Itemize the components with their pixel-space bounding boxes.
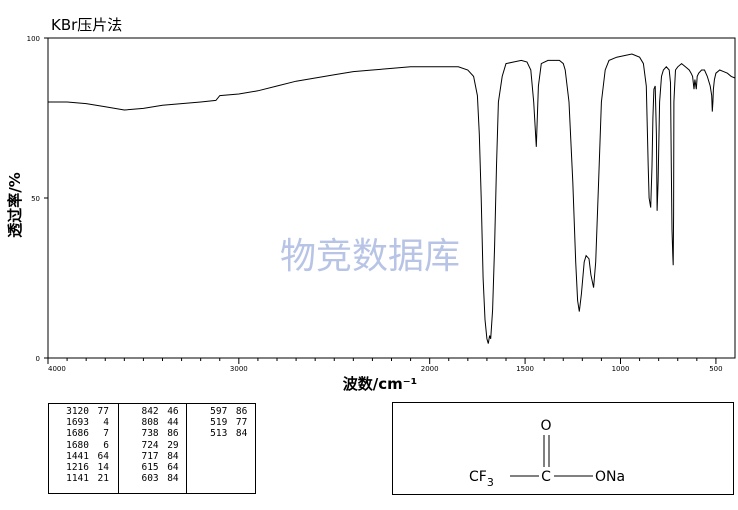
peak-transmittance: 86 <box>235 406 248 417</box>
peak-wavenumber: 808 <box>141 417 159 429</box>
peak-wavenumber: 3120 <box>66 406 89 417</box>
structure-box: O CF3 C ONa <box>392 402 734 495</box>
peak-table-row: 513 84 <box>195 428 255 439</box>
peak-table-row: 1680 6 <box>57 440 118 451</box>
peak-transmittance: 77 <box>97 406 109 417</box>
peak-wavenumber: 724 <box>141 439 159 451</box>
peak-table-row: 1441 64 <box>57 451 118 462</box>
peak-table-row: 1141 21 <box>57 473 118 484</box>
peak-table-row: 3120 77 <box>57 406 118 417</box>
peak-table-column: 3120 77 1693 4 1686 7 1680 6 1441 64 1216 14 1141 21 <box>49 404 118 493</box>
cf3-group: CF3 <box>469 469 494 489</box>
plot-frame <box>47 37 736 359</box>
peak-transmittance: 21 <box>97 473 109 485</box>
peak-wavenumber: 1693 <box>66 417 89 429</box>
peak-wavenumber: 1680 <box>66 439 89 451</box>
peak-transmittance: 14 <box>97 462 109 474</box>
peak-wavenumber: 1216 <box>66 462 89 474</box>
peak-transmittance: 46 <box>167 406 179 417</box>
peak-table-row: 738 86 <box>127 428 187 439</box>
peak-table: 3120 77 1693 4 1686 7 1680 6 1441 64 1216 14 1141 21 8… <box>48 403 256 494</box>
peak-table-row: 1693 4 <box>57 417 118 428</box>
peak-wavenumber: 1141 <box>66 473 89 485</box>
peak-wavenumber: 1441 <box>66 450 89 462</box>
x-tick-label: 1500 <box>516 365 534 373</box>
peak-transmittance: 84 <box>167 450 179 462</box>
x-axis-label: 波数/cm⁻¹ <box>343 375 418 393</box>
peak-transmittance: 86 <box>167 428 179 440</box>
x-tick-label: 500 <box>709 365 722 373</box>
peak-transmittance: 29 <box>167 439 179 451</box>
peak-wavenumber: 519 <box>210 417 228 429</box>
peak-wavenumber: 603 <box>141 473 159 485</box>
y-tick-label: 100 <box>27 35 40 43</box>
peak-transmittance: 84 <box>167 473 179 485</box>
peak-table-row: 615 64 <box>127 462 187 473</box>
method-label: KBr压片法 <box>51 16 123 34</box>
peak-wavenumber: 597 <box>210 406 228 417</box>
x-tick-label: 1000 <box>612 365 630 373</box>
peak-wavenumber: 1686 <box>66 428 89 440</box>
peak-transmittance: 44 <box>167 417 179 429</box>
peak-wavenumber: 842 <box>141 406 159 417</box>
peak-table-row: 1686 7 <box>57 428 118 439</box>
peak-transmittance: 64 <box>97 450 109 462</box>
x-tick-label: 3000 <box>230 365 248 373</box>
peak-table-row: 603 84 <box>127 473 187 484</box>
peak-wavenumber: 513 <box>210 428 228 440</box>
peak-transmittance: 77 <box>235 417 248 429</box>
y-tick-label: 50 <box>31 195 40 203</box>
x-tick-label: 2000 <box>421 365 439 373</box>
structure-diagram: O CF3 C ONa <box>469 418 625 489</box>
watermark: 物竞数据库 <box>280 236 460 277</box>
peak-table-row: 717 84 <box>127 451 187 462</box>
peak-table-row: 519 77 <box>195 417 255 428</box>
peak-transmittance: 4 <box>103 417 109 429</box>
peak-transmittance: 7 <box>103 428 109 440</box>
y-tick-label: 0 <box>36 355 40 363</box>
peak-transmittance: 64 <box>167 462 179 474</box>
carbonyl-oxygen: O <box>540 418 551 434</box>
sodium-oxide-group: ONa <box>595 469 625 485</box>
peak-table-row: 597 86 <box>195 406 255 417</box>
carbonyl-carbon: C <box>541 469 551 485</box>
x-tick-label: 4000 <box>48 365 66 373</box>
peak-table-row: 724 29 <box>127 440 187 451</box>
peak-wavenumber: 615 <box>141 462 159 474</box>
spectrum-line <box>48 53 736 344</box>
peak-table-column: 597 86 519 77 513 84 <box>186 404 255 493</box>
peak-wavenumber: 738 <box>141 428 159 440</box>
peak-table-row: 842 46 <box>127 406 187 417</box>
peak-table-row: 808 44 <box>127 417 187 428</box>
peak-transmittance: 6 <box>103 439 109 451</box>
peak-transmittance: 84 <box>235 428 248 440</box>
peak-table-column: 842 46 808 44 738 86 724 29 717 84 615 64 603 84 <box>117 404 187 493</box>
peak-wavenumber: 717 <box>141 450 159 462</box>
peak-table-row: 1216 14 <box>57 462 118 473</box>
y-axis-label: 透过率/% <box>6 172 24 238</box>
